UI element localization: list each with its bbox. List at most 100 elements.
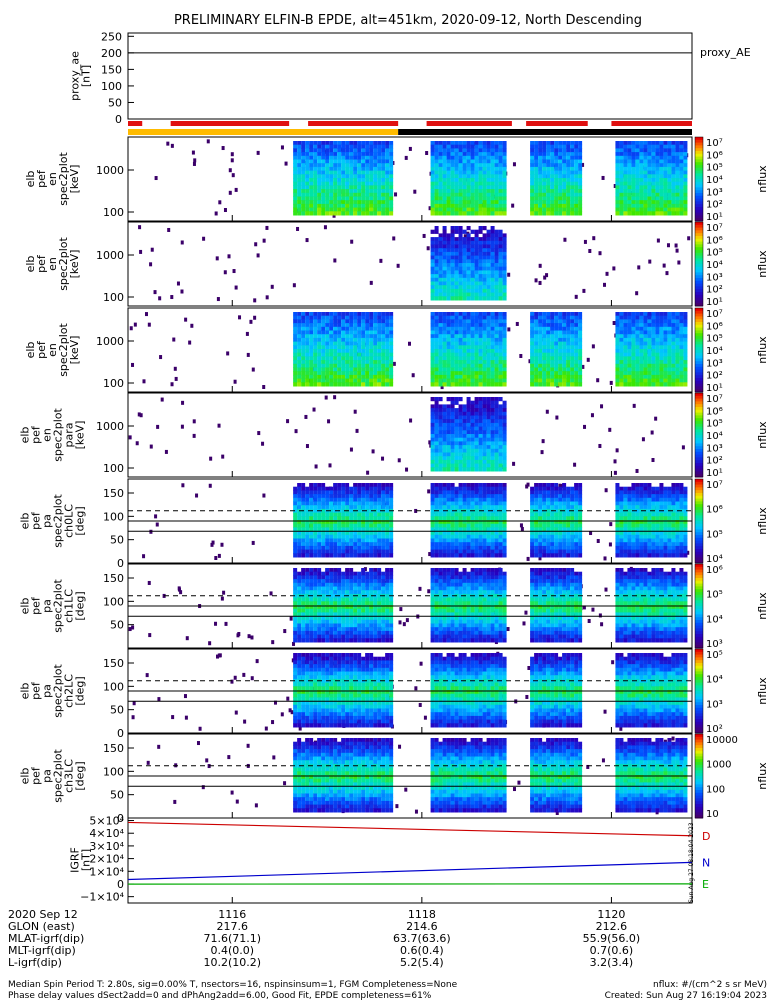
spectrogram-cell	[365, 337, 370, 343]
spectrogram-cell	[309, 196, 314, 201]
spectrogram-cell	[377, 349, 382, 354]
spectrogram-cell	[655, 337, 660, 343]
spectrogram-cell	[494, 345, 499, 350]
spectrogram-cell	[627, 192, 632, 197]
spectrogram-cell	[639, 148, 644, 153]
spectrogram-cell	[655, 185, 660, 190]
spectrogram-cell	[466, 437, 471, 442]
spectrogram-cell	[389, 330, 394, 335]
spectrogram-cell	[454, 229, 459, 234]
spectrogram-cell	[627, 155, 632, 160]
spectrogram-cell	[385, 189, 390, 194]
spectrogram-cell	[486, 367, 491, 372]
spectrogram-cell	[550, 323, 555, 328]
noise-pixel	[174, 376, 178, 381]
spectrogram-cell	[498, 148, 503, 153]
spectrogram-cell	[434, 330, 439, 335]
spectrogram-cell	[373, 490, 378, 495]
spectrogram-cell	[333, 523, 338, 528]
spectrogram-cell	[458, 512, 463, 517]
spectrogram-cell	[353, 315, 358, 320]
spectrogram-cell	[470, 292, 475, 297]
spectrogram-cell	[675, 349, 680, 354]
spectrogram-cell	[643, 337, 648, 343]
spectrogram-cell	[458, 516, 463, 521]
spectrogram-cell	[478, 196, 483, 201]
spectrogram-cell	[494, 277, 499, 282]
spectrogram-cell	[305, 211, 310, 216]
spectrogram-cell	[361, 334, 366, 339]
spectrogram-cell	[377, 538, 382, 543]
spectrogram-cell	[337, 367, 342, 372]
spectrogram-cell	[293, 494, 298, 499]
spectrogram-cell	[478, 211, 483, 216]
spectrogram-cell	[450, 285, 455, 290]
spectrogram-cell	[550, 337, 555, 343]
spectrogram-cell	[462, 319, 467, 324]
spectrogram-cell	[655, 319, 660, 324]
spectrogram-cell	[643, 315, 648, 320]
noise-pixel	[600, 404, 604, 409]
spectrogram-cell	[494, 374, 499, 380]
spectrogram-cell	[546, 155, 551, 160]
spectrogram-cell	[305, 170, 310, 175]
noise-pixel	[256, 150, 260, 155]
noise-pixel	[528, 359, 532, 364]
spectrogram-cell	[373, 527, 378, 532]
spectrogram-cell	[679, 378, 684, 383]
spectrogram-cell	[430, 523, 435, 528]
spectrogram-cell	[333, 531, 338, 536]
spectrogram-cell	[430, 374, 435, 380]
colorbar-swatch	[695, 372, 703, 376]
spectrogram-cell	[321, 170, 326, 175]
spectrogram-cell	[667, 330, 672, 335]
spectrogram-cell	[373, 178, 378, 183]
spectrogram-cell	[349, 367, 354, 372]
noise-pixel	[574, 294, 578, 299]
noise-pixel	[635, 291, 639, 296]
spectrogram-cell	[462, 534, 467, 539]
spectrogram-cell	[325, 531, 330, 536]
spectrogram-cell	[325, 163, 330, 168]
spectrogram-cell	[345, 203, 350, 209]
spectrogram-cell	[683, 360, 688, 365]
spectrogram-cell	[442, 430, 447, 435]
spectrogram-cell	[482, 419, 487, 424]
spectrogram-cell	[353, 207, 358, 212]
spectrogram-cell	[478, 448, 483, 453]
spectrogram-cell	[349, 326, 354, 331]
spectrogram-cell	[442, 141, 447, 146]
panel-data	[138, 225, 691, 303]
spectrogram-cell	[345, 352, 350, 357]
spectrogram-cell	[647, 319, 652, 324]
spectrogram-cell	[434, 494, 439, 499]
spectrogram-cell	[365, 315, 370, 320]
spectrogram-cell	[321, 527, 326, 532]
spectrogram-cell	[482, 274, 487, 279]
colorbar-swatch	[695, 195, 703, 200]
spectrogram-cell	[502, 141, 507, 146]
spectrogram-cell	[462, 516, 467, 521]
spectrogram-cell	[430, 207, 435, 212]
spectrogram-cell	[438, 141, 443, 146]
spectrogram-cell	[369, 494, 374, 499]
spectrogram-cell	[675, 148, 680, 153]
spectrogram-cell	[474, 467, 479, 472]
spectrogram-cell	[679, 207, 684, 212]
noise-pixel	[265, 295, 269, 300]
spectrogram-cell	[474, 144, 479, 149]
spectrogram-cell	[434, 534, 439, 539]
spectrogram-cell	[442, 144, 447, 149]
spectrogram-cell	[450, 448, 455, 453]
spectrogram-cell	[438, 148, 443, 153]
spectrogram-cell	[502, 408, 507, 413]
spectrogram-cell	[454, 400, 459, 405]
spectrogram-cell	[643, 211, 648, 216]
spectrogram-cell	[643, 326, 648, 331]
spectrogram-cell	[550, 363, 555, 368]
spectrogram-cell	[333, 155, 338, 160]
spectrogram-cell	[566, 341, 571, 346]
spectrogram-cell	[498, 163, 503, 168]
spectrogram-cell	[438, 211, 443, 216]
spectrogram-cell	[458, 419, 463, 424]
